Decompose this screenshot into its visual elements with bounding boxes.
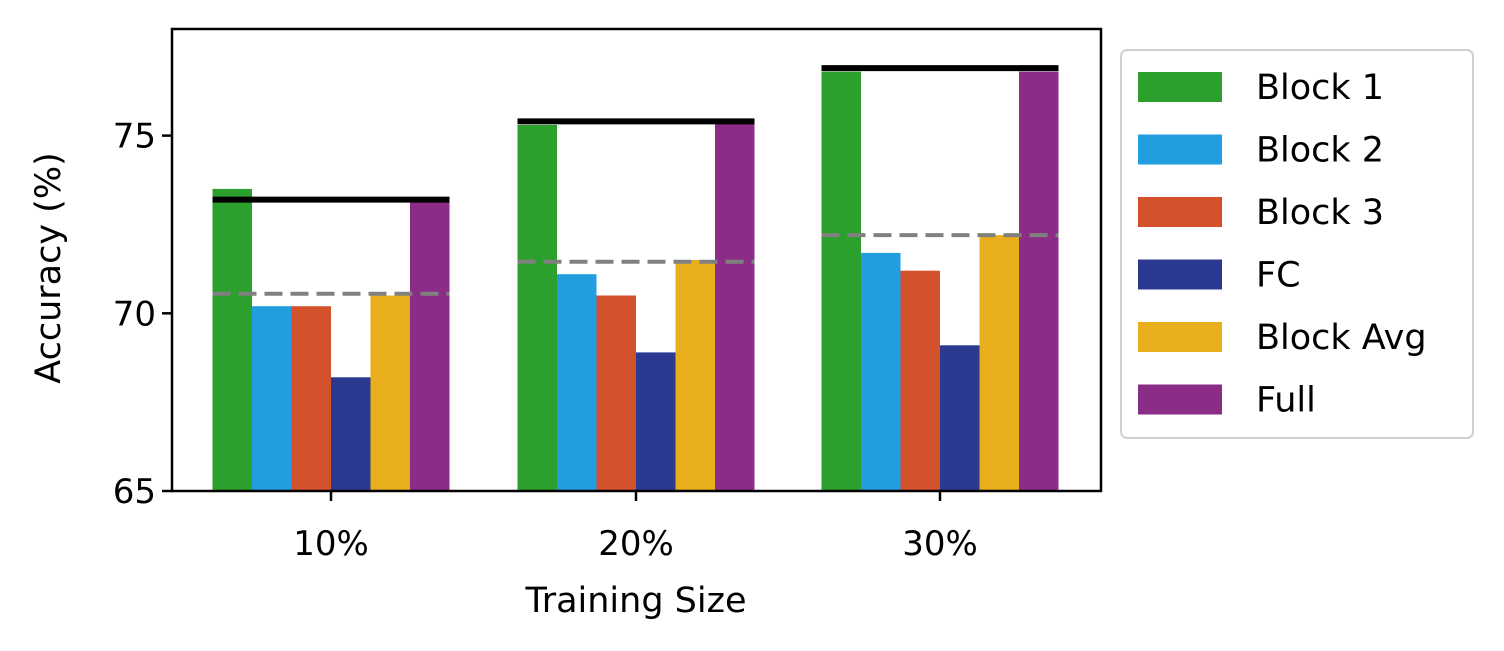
bar-block-avg-30pct bbox=[979, 235, 1019, 491]
legend-swatch bbox=[1138, 197, 1222, 227]
legend-swatch bbox=[1138, 134, 1222, 165]
legend-label: Block Avg bbox=[1256, 318, 1427, 358]
bar-block-3-10pct bbox=[291, 306, 331, 491]
bar-fc-20pct bbox=[636, 352, 676, 491]
y-tick-label: 75 bbox=[113, 117, 156, 157]
bar-block-3-30pct bbox=[900, 270, 940, 491]
bar-full-10pct bbox=[410, 199, 450, 491]
bar-full-30pct bbox=[1019, 71, 1059, 491]
x-axis: 10% 20% 30% bbox=[293, 491, 978, 564]
bar-fc-10pct bbox=[331, 377, 371, 491]
bar-block-3-20pct bbox=[596, 295, 636, 491]
bar-block-1-20pct bbox=[517, 125, 557, 491]
bar-fc-30pct bbox=[940, 345, 980, 491]
x-tick-label: 30% bbox=[902, 524, 978, 564]
legend-label: Block 3 bbox=[1256, 193, 1384, 233]
y-tick-label: 65 bbox=[113, 472, 156, 512]
legend-swatch bbox=[1138, 72, 1222, 102]
y-axis: 65 70 75 bbox=[113, 117, 172, 512]
bar-block-1-30pct bbox=[821, 71, 861, 491]
legend-label: Full bbox=[1256, 381, 1316, 421]
bar-block-avg-20pct bbox=[675, 260, 715, 491]
legend-swatch bbox=[1138, 259, 1222, 290]
bar-block-2-30pct bbox=[861, 252, 901, 491]
legend-label: Block 1 bbox=[1256, 68, 1384, 108]
y-tick-label: 70 bbox=[113, 294, 156, 334]
x-axis-title: Training Size bbox=[524, 581, 746, 621]
bar-block-2-20pct bbox=[557, 274, 597, 491]
bar-full-20pct bbox=[715, 121, 755, 492]
bar-block-1-10pct bbox=[212, 188, 252, 491]
y-axis-title: Accuracy (%) bbox=[29, 152, 69, 383]
bar-block-avg-10pct bbox=[370, 295, 410, 491]
x-tick-label: 20% bbox=[598, 524, 674, 564]
legend-swatch bbox=[1138, 322, 1222, 352]
legend-label: Block 2 bbox=[1256, 131, 1384, 171]
x-tick-label: 10% bbox=[293, 524, 369, 564]
legend-label: FC bbox=[1256, 256, 1301, 296]
legend: Block 1 Block 2 Block 3 FC Block Avg Full bbox=[1120, 49, 1474, 439]
plot-area bbox=[170, 27, 1103, 493]
bar-block-2-10pct bbox=[252, 306, 292, 491]
legend-swatch bbox=[1138, 384, 1222, 415]
